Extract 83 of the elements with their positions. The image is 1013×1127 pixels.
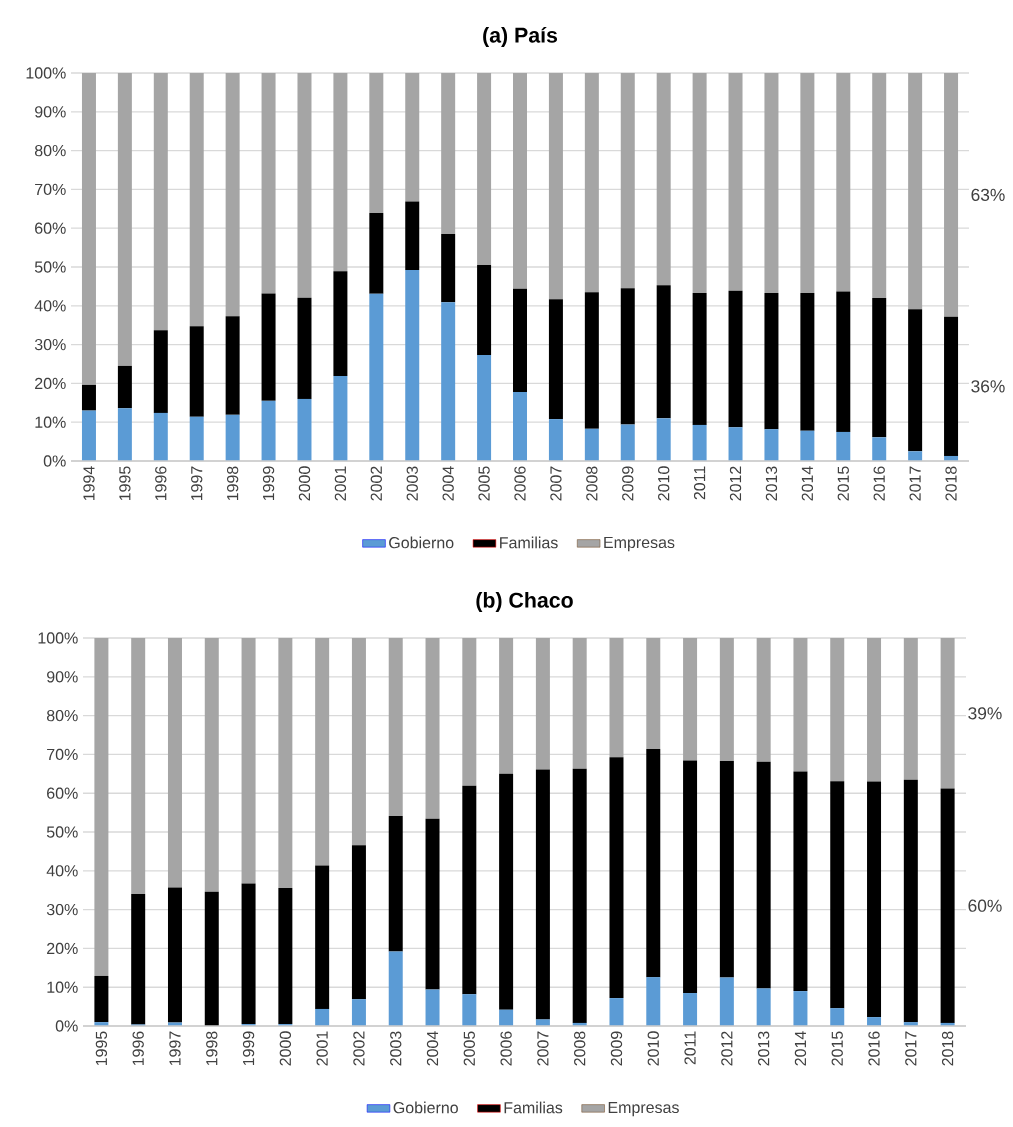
x-tick-label: 2012 (721, 1031, 733, 1066)
x-tick-label: 1996 (132, 1031, 144, 1066)
x-tick-label: 2000 (279, 1031, 292, 1066)
x-tick-label: 2007 (550, 466, 562, 501)
x-tick-label: 2013 (758, 1031, 770, 1066)
x-tick-label: 2012 (729, 466, 742, 501)
y-tick-label: 30% (46, 903, 78, 916)
y-tick-label: 70% (47, 748, 78, 761)
x-tick-label: 2006 (500, 1031, 512, 1066)
x-tick-label: 2005 (463, 1031, 475, 1066)
text: 36% (971, 380, 1005, 393)
y-tick-label: 90% (47, 671, 78, 683)
legend-label: Familias (504, 1101, 563, 1114)
legend-label: Familias (500, 536, 558, 549)
x-tick-label: 2017 (909, 466, 921, 501)
y-tick-label: 50% (34, 261, 66, 273)
x-tick-label: 2007 (537, 1031, 549, 1066)
x-tick-label: 1998 (206, 1031, 218, 1066)
x-tick-label: 2009 (622, 466, 634, 501)
chart-title: (b) Chaco (476, 592, 573, 612)
y-tick-label: 100% (26, 67, 66, 79)
y-tick-label: 80% (46, 709, 78, 722)
x-tick-label: 2002 (370, 466, 382, 501)
x-tick-label: 2015 (831, 1031, 843, 1066)
x-tick-label: 2002 (353, 1031, 365, 1066)
x-tick-label: 1997 (191, 466, 203, 501)
x-tick-label: 2014 (801, 466, 814, 501)
x-tick-label: 2004 (426, 1031, 439, 1066)
y-tick-label: 20% (47, 942, 78, 955)
y-tick-label: 10% (47, 981, 78, 993)
y-tick-label: 30% (34, 338, 66, 351)
x-tick-label: 2008 (586, 466, 598, 501)
x-tick-label: 2018 (945, 466, 957, 501)
x-tick-label: 1995 (95, 1031, 108, 1066)
y-tick-label: 0% (43, 455, 66, 467)
x-tick-label: 2003 (406, 466, 418, 501)
text: 39% (968, 707, 1002, 720)
legend-label: Empresas (608, 1101, 679, 1117)
y-tick-label: 100% (38, 632, 78, 644)
x-tick-label: 2008 (574, 1031, 586, 1066)
x-tick-label: 2004 (442, 466, 454, 501)
y-tick-label: 60% (35, 222, 66, 234)
x-tick-label: 1999 (242, 1031, 255, 1066)
y-tick-label: 50% (46, 826, 78, 838)
x-tick-label: 2011 (693, 466, 706, 500)
y-tick-label: 60% (47, 787, 78, 799)
x-tick-label: 1998 (226, 466, 239, 501)
x-tick-label: 1994 (83, 466, 95, 501)
y-tick-label: 40% (34, 300, 66, 312)
x-tick-label: 2010 (658, 466, 670, 501)
x-tick-label: 2018 (941, 1031, 954, 1066)
x-tick-label: 1996 (155, 466, 167, 501)
text: 63% (971, 188, 1005, 201)
chart-title: (a) País (483, 26, 558, 47)
legend-label: Gobierno (389, 536, 454, 549)
x-tick-label: 2013 (765, 466, 778, 501)
y-tick-label: 10% (35, 416, 66, 428)
x-tick-label: 2016 (873, 466, 885, 501)
x-tick-label: 2011 (684, 1031, 696, 1065)
y-tick-label: 90% (35, 106, 66, 118)
x-tick-label: 1997 (169, 1031, 181, 1066)
x-tick-label: 2017 (905, 1031, 917, 1066)
x-tick-label: 2003 (390, 1031, 402, 1066)
text: 60% (968, 899, 1002, 912)
x-tick-label: 2015 (837, 466, 849, 501)
x-tick-label: 2000 (298, 466, 311, 501)
x-tick-label: 2001 (316, 1031, 328, 1066)
x-tick-label: 2005 (478, 466, 490, 501)
x-tick-label: 2016 (868, 1031, 880, 1066)
y-tick-label: 40% (46, 865, 78, 877)
x-tick-label: 2014 (794, 1031, 807, 1066)
x-tick-label: 2009 (610, 1031, 623, 1066)
y-tick-label: 70% (35, 183, 66, 196)
y-tick-label: 0% (55, 1020, 78, 1032)
legend-label: Gobierno (393, 1101, 458, 1114)
legend-label: Empresas (604, 536, 675, 552)
x-tick-label: 2001 (334, 466, 347, 501)
x-tick-label: 2010 (647, 1031, 659, 1066)
x-tick-label: 2006 (514, 466, 526, 501)
x-tick-label: 1995 (119, 466, 131, 501)
y-tick-label: 80% (34, 144, 66, 157)
y-tick-label: 20% (35, 377, 66, 390)
x-tick-label: 1999 (262, 466, 275, 501)
